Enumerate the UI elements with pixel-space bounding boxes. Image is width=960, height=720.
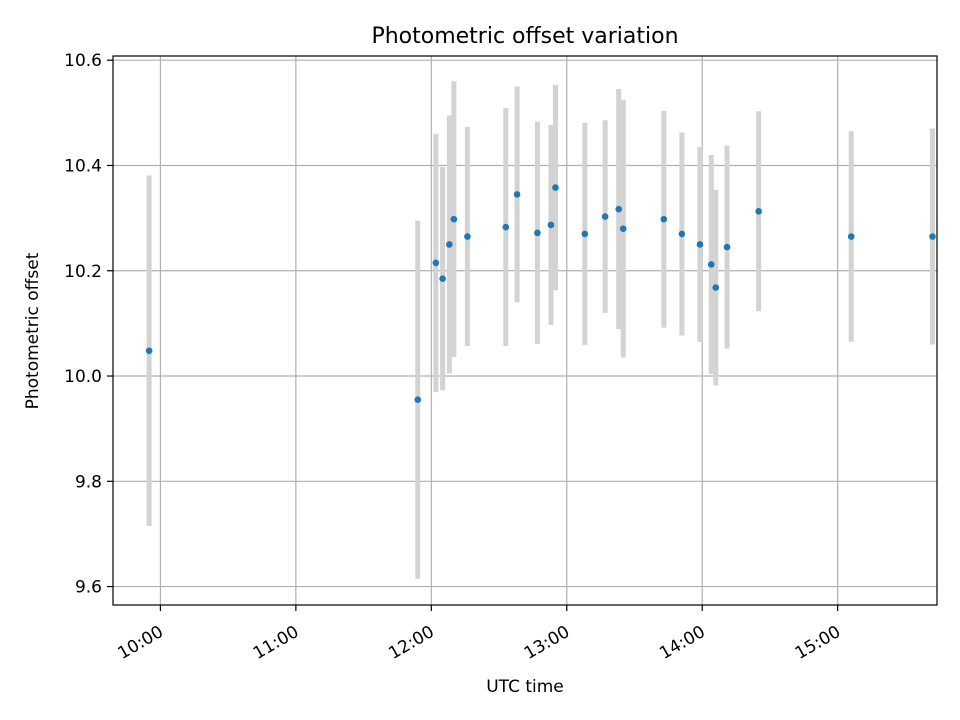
y-tick-label: 10.0: [64, 367, 102, 387]
data-point: [615, 205, 622, 213]
y-tick-label: 10.2: [64, 262, 102, 282]
x-axis-label: UTC time: [486, 677, 564, 697]
y-tick-label: 9.8: [75, 472, 102, 492]
data-point: [696, 241, 704, 248]
y-tick-label: 10.4: [64, 156, 102, 176]
data-point: [552, 184, 559, 191]
y-tick-label: 9.6: [75, 578, 102, 598]
errorbars: [146, 81, 935, 579]
plot-area-frame: [112, 55, 938, 606]
data-point: [464, 233, 471, 240]
data-point: [601, 213, 609, 220]
x-tick-label: 11:00: [250, 622, 302, 664]
data-point: [502, 223, 510, 231]
data-point: [547, 221, 555, 229]
data-point: [432, 259, 440, 267]
data-point: [707, 261, 715, 268]
data-point: [534, 229, 541, 237]
data-point: [450, 215, 458, 223]
data-point: [660, 215, 668, 223]
y-tick-label: 10.6: [64, 51, 102, 71]
data-point: [581, 230, 589, 238]
data-point: [145, 347, 153, 355]
data-point: [723, 243, 731, 251]
data-point: [446, 241, 453, 248]
data-point: [712, 284, 720, 291]
data-point: [619, 225, 627, 232]
chart-title: Photometric offset variation: [371, 24, 678, 49]
x-tick-label: 13:00: [521, 622, 573, 664]
data-point: [847, 233, 855, 240]
data-point: [414, 396, 422, 404]
data-point: [755, 207, 762, 215]
x-tick-label: 10:00: [114, 622, 166, 664]
grid: [113, 56, 937, 605]
data-points: [145, 184, 936, 404]
data-point: [439, 275, 446, 282]
data-point: [678, 230, 686, 238]
data-point: [929, 233, 936, 240]
x-tick-label: 14:00: [656, 622, 708, 664]
x-tick-label: 15:00: [792, 622, 844, 664]
x-tick-label: 12:00: [385, 622, 437, 664]
y-axis-label: Photometric offset: [23, 252, 43, 409]
data-point: [513, 191, 521, 198]
